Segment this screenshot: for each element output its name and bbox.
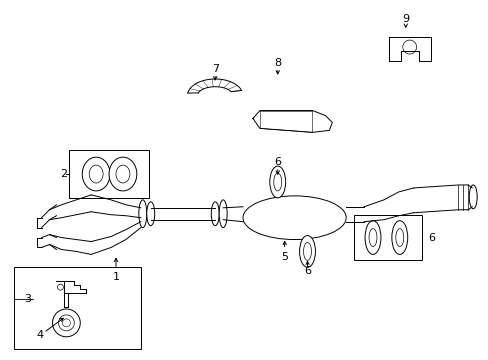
Ellipse shape xyxy=(243,196,346,239)
Text: 5: 5 xyxy=(281,252,287,262)
Text: 9: 9 xyxy=(401,14,408,24)
Ellipse shape xyxy=(139,200,146,228)
Ellipse shape xyxy=(368,229,376,247)
Ellipse shape xyxy=(273,173,281,191)
Ellipse shape xyxy=(211,202,219,226)
Text: 4: 4 xyxy=(36,330,43,340)
Ellipse shape xyxy=(402,40,416,54)
Ellipse shape xyxy=(109,157,137,191)
Ellipse shape xyxy=(391,221,407,255)
Ellipse shape xyxy=(57,284,63,290)
FancyBboxPatch shape xyxy=(353,215,421,260)
Text: 3: 3 xyxy=(24,294,32,304)
Ellipse shape xyxy=(269,166,285,198)
Ellipse shape xyxy=(146,202,154,226)
Ellipse shape xyxy=(303,243,311,260)
Ellipse shape xyxy=(82,157,110,191)
Ellipse shape xyxy=(299,235,315,267)
Ellipse shape xyxy=(89,165,103,183)
Ellipse shape xyxy=(395,229,403,247)
Text: 1: 1 xyxy=(112,272,119,282)
Text: 8: 8 xyxy=(274,58,281,68)
Ellipse shape xyxy=(52,309,80,337)
Ellipse shape xyxy=(116,165,130,183)
Text: 6: 6 xyxy=(427,233,435,243)
Ellipse shape xyxy=(468,185,476,209)
Text: 6: 6 xyxy=(274,157,281,167)
FancyBboxPatch shape xyxy=(69,150,148,198)
Ellipse shape xyxy=(62,319,70,327)
Text: 6: 6 xyxy=(304,266,310,276)
Ellipse shape xyxy=(219,200,226,228)
FancyBboxPatch shape xyxy=(14,267,141,349)
Ellipse shape xyxy=(59,315,74,331)
Ellipse shape xyxy=(365,221,380,255)
Text: 2: 2 xyxy=(60,169,67,179)
Text: 7: 7 xyxy=(211,64,218,74)
